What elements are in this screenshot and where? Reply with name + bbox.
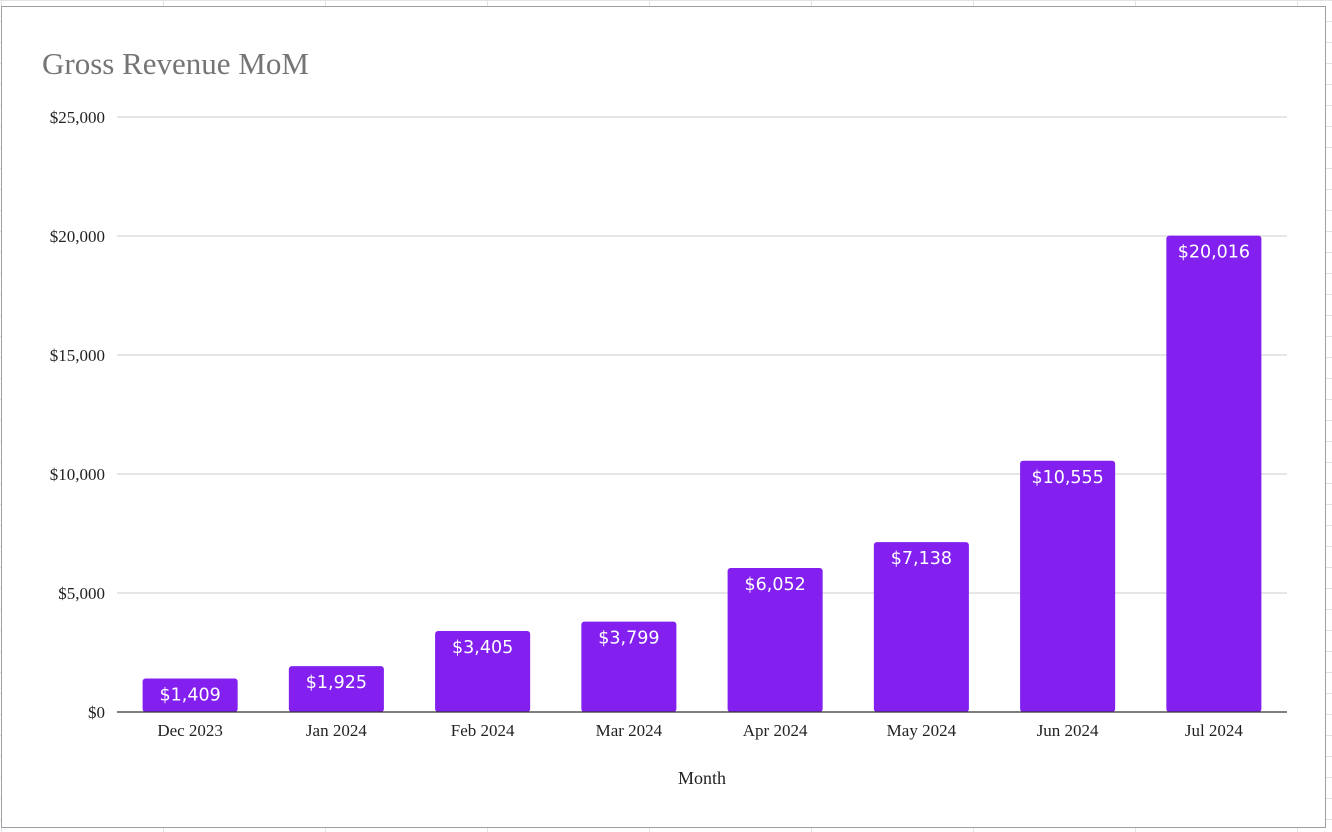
bars xyxy=(142,235,1262,712)
bar-value-label: $1,925 xyxy=(306,673,367,693)
x-axis-title: Month xyxy=(678,768,726,788)
bar[interactable] xyxy=(1166,235,1262,712)
y-tick-label: $0 xyxy=(88,703,105,722)
bar[interactable] xyxy=(581,621,677,712)
y-tick-label: $5,000 xyxy=(58,584,105,603)
bar-value-label: $3,799 xyxy=(598,629,659,649)
x-tick-label: Apr 2024 xyxy=(743,721,808,740)
x-tick-label: Jan 2024 xyxy=(306,721,367,740)
x-tick-label: Jul 2024 xyxy=(1185,721,1244,740)
bar[interactable] xyxy=(873,542,969,712)
bar[interactable] xyxy=(1020,460,1116,712)
x-tick-label: Jun 2024 xyxy=(1037,721,1099,740)
x-tick-label: Dec 2023 xyxy=(157,721,223,740)
y-tick-label: $20,000 xyxy=(50,227,105,246)
bar-value-label: $20,016 xyxy=(1178,243,1250,263)
bar-value-label: $10,555 xyxy=(1031,468,1103,488)
bar[interactable] xyxy=(435,630,531,712)
x-tick-label: Mar 2024 xyxy=(596,721,663,740)
x-axis-ticks: Dec 2023 Jan 2024 Feb 2024 Mar 2024 Apr 2024… xyxy=(157,721,1243,740)
bar-value-label: $3,405 xyxy=(452,638,513,658)
chart-container[interactable]: Gross Revenue MoM $0 $5,000 $10,000 $15,000… xyxy=(1,6,1326,828)
bar-value-label: $6,052 xyxy=(745,575,806,595)
y-tick-label: $10,000 xyxy=(50,465,105,484)
y-tick-label: $15,000 xyxy=(50,346,105,365)
bar-value-label: $7,138 xyxy=(891,549,952,569)
bar-chart: Gross Revenue MoM $0 $5,000 $10,000 $15,000… xyxy=(42,46,1287,788)
x-tick-label: May 2024 xyxy=(887,721,957,740)
y-axis-ticks: $0 $5,000 $10,000 $15,000 $20,000 $25,000 xyxy=(50,108,105,722)
data-labels: $1,409 $1,925 $3,405 $3,799 $6,052 $7,138 $10,… xyxy=(160,243,1251,706)
chart-title: Gross Revenue MoM xyxy=(42,46,309,81)
bar[interactable] xyxy=(288,666,384,712)
x-tick-label: Feb 2024 xyxy=(451,721,515,740)
bar[interactable] xyxy=(727,567,823,712)
bar[interactable] xyxy=(142,678,238,712)
y-tick-label: $25,000 xyxy=(50,108,105,127)
bar-value-label: $1,409 xyxy=(160,685,221,705)
